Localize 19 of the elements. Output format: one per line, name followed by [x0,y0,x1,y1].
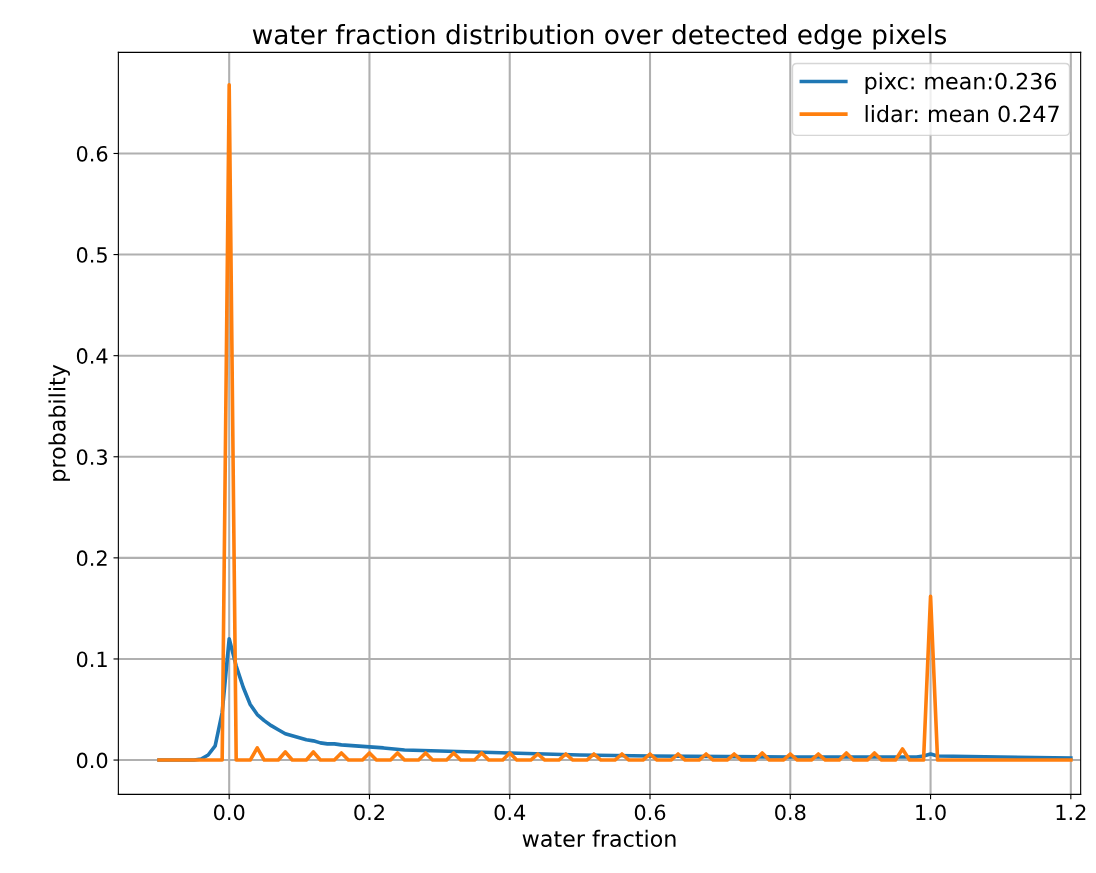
y-tick-label: 0.2 [76,550,107,567]
legend-label: lidar: mean 0.247 [865,105,1059,123]
x-tick-label: 0.4 [494,804,526,821]
x-tick-label: 1.2 [1056,804,1086,820]
y-axis-title: probability [48,364,70,481]
y-tick-label: 0.1 [76,651,107,668]
x-tick-label: 0.6 [634,804,666,821]
x-tick-label: 0.0 [213,804,245,821]
chart-title: water fraction distribution over detected edge pixels [252,24,947,50]
y-tick-label: 0.5 [76,247,107,263]
y-tick-label: 0.6 [76,145,108,162]
legend-label: pixc: mean:0.236 [865,72,1057,94]
x-tick-label: 0.2 [354,804,384,821]
y-tick-label: 0.3 [76,449,107,465]
x-tick-label: 0.8 [775,804,806,821]
y-tick-label: 0.4 [76,348,108,364]
x-axis-title: water fraction [522,829,676,848]
x-tick-label: 1.0 [916,804,946,821]
y-tick-label: 0.0 [76,752,108,769]
